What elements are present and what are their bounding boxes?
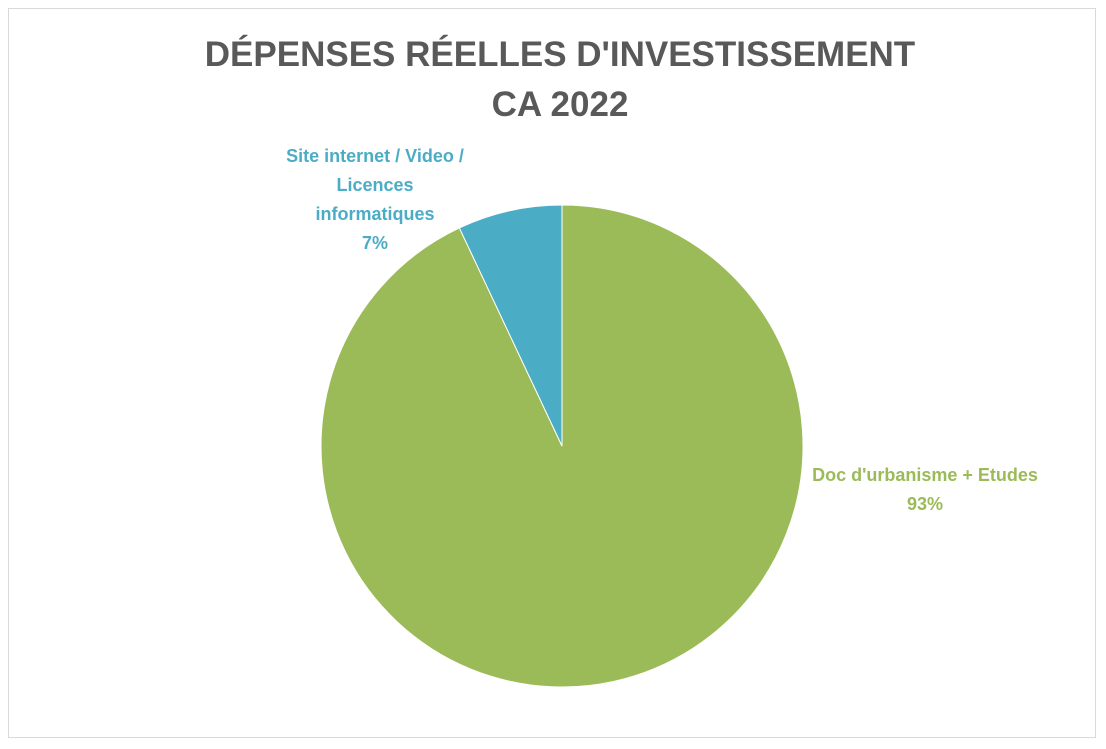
pie-slice — [458, 204, 563, 447]
data-label: Site internet / Video / Licences informa… — [275, 142, 475, 258]
chart-title: DÉPENSES RÉELLES D'INVESTISSEMENT CA 202… — [204, 35, 916, 124]
chart-frame — [8, 8, 1096, 738]
value-label: 7% — [361, 233, 388, 253]
data-label: Doc d'urbanisme + Etudes 93% — [810, 461, 1040, 519]
category-label: Doc d'urbanisme + Etudes — [812, 465, 1038, 485]
value-label: 93% — [906, 494, 944, 514]
category-label: Site internet / Video / Licences informa… — [286, 146, 464, 224]
